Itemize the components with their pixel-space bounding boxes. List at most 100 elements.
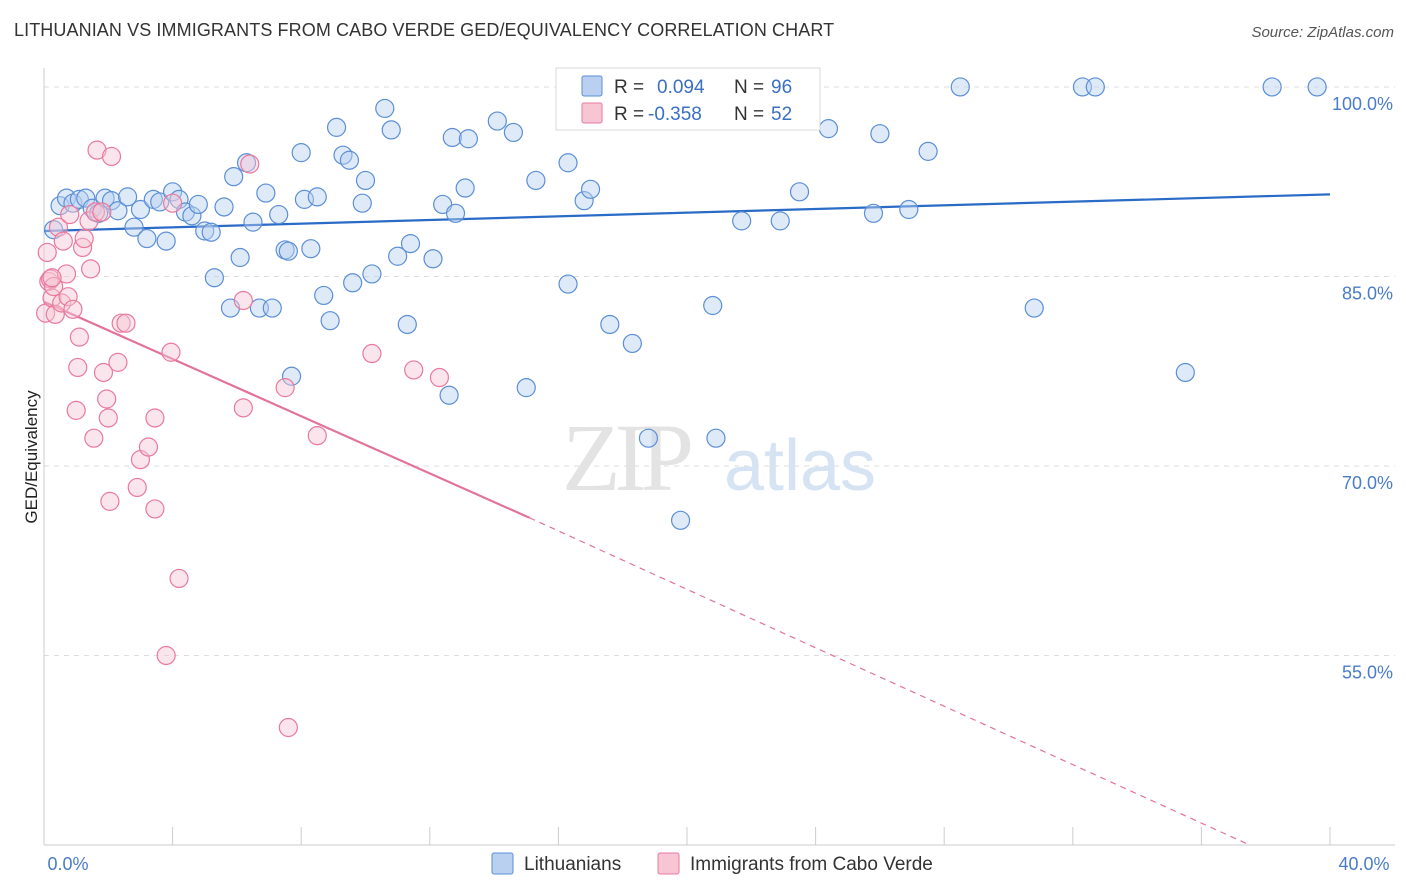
point-lithuanians <box>188 194 208 215</box>
point-cabo-verde <box>56 264 77 284</box>
y-tick-label: 55.0% <box>1342 662 1393 682</box>
y-tick-labels: 100.0% 85.0% 70.0% 55.0% <box>1332 94 1393 683</box>
point-cabo-verde <box>163 193 183 213</box>
point-cabo-verde <box>69 327 89 347</box>
point-cabo-verde <box>116 313 136 333</box>
legend-r-value-1: 0.094 <box>657 77 705 98</box>
point-cabo-verde <box>404 360 424 380</box>
point-cabo-verde <box>111 313 131 333</box>
point-lithuanians <box>156 231 176 251</box>
point-lithuanians <box>214 197 234 217</box>
point-lithuanians <box>516 378 536 398</box>
point-lithuanians <box>375 98 395 119</box>
point-lithuanians <box>182 206 202 226</box>
point-cabo-verde <box>362 343 382 364</box>
chart-title: LITHUANIAN VS IMMIGRANTS FROM CABO VERDE… <box>14 20 835 40</box>
point-lithuanians <box>275 240 295 260</box>
point-lithuanians <box>580 179 601 199</box>
point-lithuanians <box>307 187 327 207</box>
point-lithuanians <box>278 241 298 261</box>
point-lithuanians <box>445 203 466 223</box>
point-lithuanians <box>1175 362 1195 383</box>
point-cabo-verde <box>87 140 107 160</box>
point-cabo-verde <box>161 342 181 362</box>
point-lithuanians <box>638 428 659 448</box>
point-cabo-verde <box>145 408 165 428</box>
point-lithuanians <box>706 428 726 448</box>
point-cabo-verde <box>108 352 128 372</box>
point-cabo-verde <box>68 357 88 378</box>
point-cabo-verde <box>98 408 118 428</box>
legend-r-value-2: -0.358 <box>648 104 702 125</box>
point-lithuanians <box>1085 77 1105 97</box>
point-cabo-verde <box>85 202 106 222</box>
point-lithuanians <box>243 212 263 232</box>
point-lithuanians <box>301 239 321 259</box>
legend-n-label-1: N = <box>734 77 764 98</box>
legend-r-label-1: R = <box>614 77 644 98</box>
legend-r-label-2: R = <box>614 104 644 125</box>
point-lithuanians <box>130 199 151 220</box>
legend-n-value-1: 96 <box>771 77 792 98</box>
point-lithuanians <box>224 167 244 187</box>
point-lithuanians <box>269 204 289 225</box>
point-lithuanians <box>789 182 810 202</box>
point-lithuanians <box>320 311 340 331</box>
point-lithuanians <box>423 249 443 269</box>
point-cabo-verde <box>101 146 122 167</box>
point-lithuanians <box>1307 77 1327 97</box>
point-cabo-verde <box>45 304 65 324</box>
point-cabo-verde <box>37 242 57 263</box>
point-cabo-verde <box>278 717 298 738</box>
legend-n-value-2: 52 <box>771 104 792 125</box>
point-lithuanians <box>326 117 347 137</box>
trend-lines <box>43 193 1331 846</box>
point-cabo-verde <box>307 426 327 446</box>
point-lithuanians <box>574 191 594 211</box>
point-lithuanians <box>442 127 462 148</box>
point-lithuanians <box>76 188 96 208</box>
point-lithuanians <box>622 333 642 354</box>
point-cabo-verde <box>138 437 159 457</box>
point-lithuanians <box>137 228 157 249</box>
legend-swatch-pink <box>581 102 603 124</box>
point-lithuanians <box>281 366 302 386</box>
point-lithuanians <box>236 153 257 173</box>
point-cabo-verde <box>97 389 117 409</box>
source-label: Source: ZipAtlas.com <box>1251 24 1394 41</box>
point-cabo-verde <box>53 231 73 251</box>
point-lithuanians <box>1262 77 1282 97</box>
point-cabo-verde <box>81 259 101 279</box>
point-cabo-verde <box>100 491 120 511</box>
point-lithuanians <box>362 264 382 284</box>
point-lithuanians <box>400 234 421 254</box>
trend-line-cabo-verde-extension <box>529 517 1250 846</box>
point-cabo-verde <box>233 398 253 418</box>
point-lithuanians <box>950 77 970 97</box>
point-lithuanians <box>818 119 839 139</box>
point-lithuanians <box>256 183 276 203</box>
point-lithuanians <box>230 247 250 268</box>
y-axis-label: GED/Equivalency <box>22 390 41 524</box>
point-lithuanians <box>558 153 578 173</box>
point-cabo-verde <box>92 202 112 222</box>
series-legend-swatch-lithuanians <box>491 852 514 875</box>
point-lithuanians <box>343 273 363 293</box>
point-lithuanians <box>1024 298 1044 318</box>
point-lithuanians <box>458 129 478 149</box>
watermark-atlas: atlas <box>724 426 876 506</box>
y-tick-label: 85.0% <box>1342 283 1393 303</box>
point-lithuanians <box>487 111 507 131</box>
stats-legend: R = 0.094 N = 96 R = -0.358 N = 52 <box>555 67 821 131</box>
series-legend-swatch-cabo-verde <box>657 852 680 875</box>
point-cabo-verde <box>240 154 260 174</box>
point-lithuanians <box>195 221 215 241</box>
point-lithuanians <box>201 222 221 242</box>
x-tick-label-max: 40.0% <box>1338 854 1389 874</box>
watermark: ZIP atlas <box>562 404 876 511</box>
point-lithuanians <box>204 268 224 288</box>
point-lithuanians <box>291 143 311 163</box>
point-lithuanians <box>732 211 752 231</box>
point-cabo-verde <box>66 400 86 420</box>
